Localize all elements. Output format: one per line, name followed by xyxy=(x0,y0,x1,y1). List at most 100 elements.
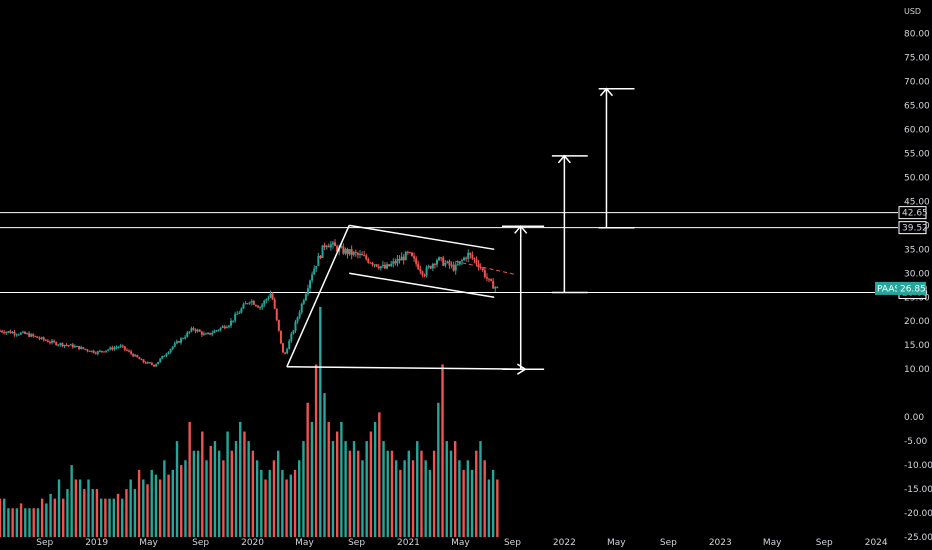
volume-bar xyxy=(112,498,115,537)
candle-body xyxy=(142,359,145,363)
time-axis[interactable]: Sep 2019 May Sep 2020 May Sep 2021 May Sep 2022 May… xyxy=(36,538,888,548)
candle-body xyxy=(286,349,289,354)
candle-body xyxy=(92,350,95,353)
volume-bar xyxy=(146,484,149,537)
candle-body xyxy=(130,351,133,354)
candle-body xyxy=(279,330,282,344)
candle-body xyxy=(298,312,301,318)
volume-bar xyxy=(15,508,19,537)
candle-body xyxy=(17,334,20,336)
candle-body xyxy=(78,346,81,350)
candle-body xyxy=(242,304,245,309)
price-tick-label: 80.00 xyxy=(904,30,930,40)
volume-bar xyxy=(411,460,415,537)
price-tick-label: 45.00 xyxy=(904,197,930,207)
dashed-trend-line[interactable] xyxy=(455,260,515,275)
candle-body xyxy=(59,343,62,345)
candle-body xyxy=(311,274,314,281)
time-tick-label: 2020 xyxy=(241,538,264,548)
candle-body xyxy=(213,330,216,333)
time-tick-label: May xyxy=(295,538,314,548)
candle-body xyxy=(419,269,422,272)
volume-bar xyxy=(344,441,347,537)
candle-body xyxy=(219,327,222,330)
time-tick-label: May xyxy=(607,538,626,548)
base-line[interactable] xyxy=(286,366,526,370)
candle-body xyxy=(315,266,318,269)
candle-body xyxy=(113,347,116,350)
candle-body xyxy=(234,314,237,321)
candle-body xyxy=(336,246,339,252)
candle-body xyxy=(134,355,137,357)
volume-tick-label: -25.00 xyxy=(904,533,932,543)
volume-bar xyxy=(479,441,482,537)
volume-bar xyxy=(222,460,225,537)
candle-body xyxy=(390,263,393,267)
candle-body xyxy=(36,336,39,338)
volume-bar xyxy=(251,450,255,537)
candle-body xyxy=(121,345,124,347)
candle-body xyxy=(257,305,260,308)
last-price-tag xyxy=(897,281,926,295)
volume-bar xyxy=(247,441,250,537)
volume-bar xyxy=(445,441,448,537)
volume-bar xyxy=(264,479,267,537)
candle-body xyxy=(73,346,76,348)
channel-lower-line[interactable] xyxy=(349,272,495,299)
candle-body xyxy=(48,342,51,344)
candle-body xyxy=(277,319,280,331)
candle-body xyxy=(82,347,85,349)
candle-body xyxy=(273,299,276,309)
time-tick-label: 2021 xyxy=(397,538,420,548)
candle-body xyxy=(327,245,330,248)
volume-bar xyxy=(276,450,280,537)
volume-bar xyxy=(201,431,204,537)
candle-body xyxy=(346,249,349,255)
candle-body xyxy=(21,331,24,333)
candle-body xyxy=(175,341,178,344)
candle-body xyxy=(479,266,482,269)
candle-body xyxy=(148,362,151,364)
candle-body xyxy=(67,345,70,347)
price-axis[interactable]: USD 10.0015.0020.0025.0030.0035.0040.004… xyxy=(904,7,932,543)
candle-body xyxy=(140,359,143,361)
volume-bar xyxy=(369,431,373,537)
time-tick-label: 2023 xyxy=(709,538,732,548)
candle-body xyxy=(152,364,155,367)
time-tick-label: May xyxy=(763,538,782,548)
candle-body xyxy=(157,361,160,365)
candle-body xyxy=(381,264,384,267)
flagpole-line[interactable] xyxy=(286,225,350,368)
volume-bar xyxy=(0,498,2,537)
candle-body xyxy=(460,260,463,262)
candle-body xyxy=(290,333,293,341)
candle-body xyxy=(248,302,251,304)
candle-body xyxy=(467,252,470,259)
volume-bar xyxy=(180,465,183,537)
channel-upper-line[interactable] xyxy=(349,224,495,251)
volume-bar xyxy=(137,469,141,537)
candle-body xyxy=(406,251,409,253)
candle-body xyxy=(32,334,35,336)
candle-body xyxy=(383,264,386,269)
time-tick-label: Sep xyxy=(816,538,833,548)
level-price-tag xyxy=(898,221,927,235)
candle-body xyxy=(456,264,459,266)
candle-body xyxy=(408,252,411,254)
candle-body xyxy=(11,332,14,334)
volume-bar xyxy=(95,489,99,537)
candle-body xyxy=(427,266,430,268)
flag-pattern-drawings[interactable] xyxy=(286,87,635,375)
horizontal-levels[interactable] xyxy=(0,212,898,293)
candle-body xyxy=(98,350,101,352)
candle-body xyxy=(471,254,474,259)
volume-bar xyxy=(87,479,90,537)
volume-bar xyxy=(40,498,44,537)
candle-body xyxy=(238,312,241,314)
target-arrowhead xyxy=(514,225,528,234)
volume-bar xyxy=(432,450,436,537)
candlesticks xyxy=(0,239,499,368)
candle-body xyxy=(7,331,10,333)
candle-body xyxy=(431,263,434,269)
